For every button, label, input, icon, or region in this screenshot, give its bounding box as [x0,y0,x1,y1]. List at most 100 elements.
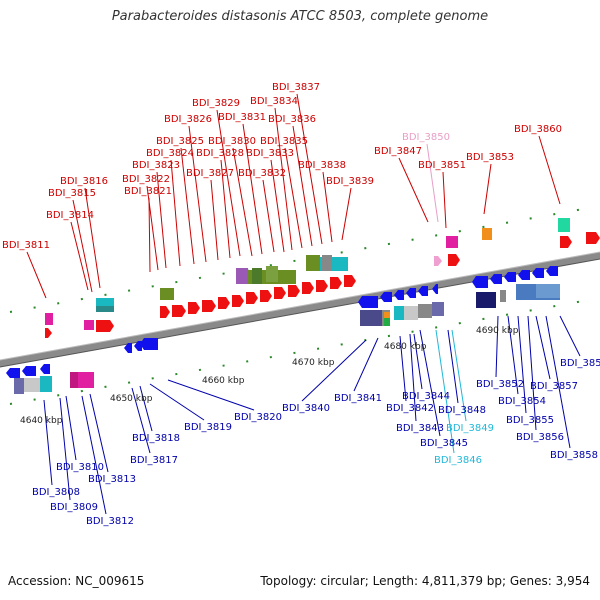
gene-label-bdi_3835[interactable]: BDI_3835 [260,136,308,147]
leader-line [483,163,492,215]
gene-label-bdi_3853[interactable]: BDI_3853 [466,152,514,163]
leader-line [81,395,107,515]
gene-label-bdi_3850[interactable]: BDI_3850 [402,132,450,143]
gene-label-bdi_3811[interactable]: BDI_3811 [2,240,50,251]
forward-gene [172,305,186,317]
feature-box [418,304,432,318]
scale-label: 4650 kbp [110,394,153,404]
gene-label-bdi_3831[interactable]: BDI_3831 [218,112,266,123]
gene-label-bdi_3839[interactable]: BDI_3839 [326,176,374,187]
gene-label-bdi_3826[interactable]: BDI_3826 [164,114,212,125]
gene-label-bdi_3841[interactable]: BDI_3841 [334,393,382,404]
gene-label-bdi_3834[interactable]: BDI_3834 [250,96,298,107]
gene-label-bdi_3827[interactable]: BDI_3827 [186,168,234,179]
reverse-gene [22,366,36,376]
gene-label-bdi_3823[interactable]: BDI_3823 [132,160,180,171]
leader-line [538,135,561,205]
gene-label-bdi_3857[interactable]: BDI_3857 [530,381,578,392]
gene-label-bdi_3838[interactable]: BDI_3838 [298,160,346,171]
accession-text: Accession: NC_009615 [8,574,145,588]
reverse-gene [418,286,428,296]
gene-label-bdi_3836[interactable]: BDI_3836 [268,114,316,125]
leader-line [146,185,159,271]
feature-box [322,255,332,271]
gene-label-bdi_3847[interactable]: BDI_3847 [374,146,422,157]
leader-line [409,333,417,422]
gene-label-bdi_3852[interactable]: BDI_3852 [476,379,524,390]
reverse-gene [124,343,132,353]
forward-gene [232,295,244,307]
gene-label-bdi_3808[interactable]: BDI_3808 [32,487,80,498]
leader-line [495,315,499,378]
gene-label-bdi_3822[interactable]: BDI_3822 [122,174,170,185]
gene-label-bdi_3833[interactable]: BDI_3833 [246,148,294,159]
gene-label-bdi_3844[interactable]: BDI_3844 [402,391,450,402]
leader-line [292,125,313,247]
reverse-gene [358,296,378,308]
gene-label-bdi_3849[interactable]: BDI_3849 [446,423,494,434]
gene-label-bdi_3810[interactable]: BDI_3810 [56,462,104,473]
scale-label: 4660 kbp [202,376,245,386]
gene-label-bdi_3824[interactable]: BDI_3824 [146,148,194,159]
reverse-gene [532,268,544,278]
forward-gene [586,232,600,244]
leader-line [148,197,151,273]
gene-label-bdi_3830[interactable]: BDI_3830 [208,136,256,147]
scale-labels: 4640 kbp 4650 kbp 4660 kbp 4670 kbp 4680 kbp… [20,326,519,426]
forward-gene [288,285,300,297]
gene-label-bdi_3809[interactable]: BDI_3809 [50,502,98,513]
scale-label: 4690 kbp [476,326,519,336]
leader-line [156,171,167,269]
gene-label-bdi_3821[interactable]: BDI_3821 [124,186,172,197]
gene-label-bdi_3828[interactable]: BDI_3828 [196,148,244,159]
feature-box [476,292,496,308]
reverse-gene [6,368,20,378]
forward-gene [246,292,258,304]
feature-box [360,310,382,326]
leader-line [274,107,293,251]
leader-line [167,379,255,411]
gene-label-bdi_3820[interactable]: BDI_3820 [234,412,282,423]
leader-line [545,315,571,449]
gene-label-bdi_3858[interactable]: BDI_3858 [550,450,598,461]
gene-label-bdi_3832[interactable]: BDI_3832 [238,168,286,179]
gene-label-bdi_3837[interactable]: BDI_3837 [272,82,320,93]
gene-label-bdi_3818[interactable]: BDI_3818 [132,433,180,444]
gene-label-bdi_3842[interactable]: BDI_3842 [386,403,434,414]
gene-label-bdi_3815[interactable]: BDI_3815 [48,188,96,199]
gene-label-bdi_3843[interactable]: BDI_3843 [396,423,444,434]
forward-gene [316,280,328,292]
gene-label-bdi_3825[interactable]: BDI_3825 [156,136,204,147]
leader-lines [26,93,581,515]
feature-box [384,312,390,318]
gene-label-bdi_3817[interactable]: BDI_3817 [130,455,178,466]
feature-box [252,268,262,284]
gene-label-bdi_3848[interactable]: BDI_3848 [438,405,486,416]
gene-label-bdi_3846[interactable]: BDI_3846 [434,455,482,466]
scale-label: 4640 kbp [20,416,63,426]
leader-line [84,187,101,289]
reverse-gene [380,292,392,302]
leader-line [59,397,71,501]
gene-label-bdi_3856[interactable]: BDI_3856 [516,432,564,443]
gene-label-bdi_3854[interactable]: BDI_3854 [498,396,546,407]
leader-line [353,337,379,392]
gene-label-bdi_3819[interactable]: BDI_3819 [184,422,232,433]
gene-label-bdi_3812[interactable]: BDI_3812 [86,516,134,527]
leader-line [170,159,181,267]
gene-label-bdi_3845[interactable]: BDI_3845 [420,438,468,449]
gene-label-bdi_3813[interactable]: BDI_3813 [88,474,136,485]
gene-label-bdi_3855[interactable]: BDI_3855 [506,415,554,426]
gene-label-bdi_3851[interactable]: BDI_3851 [418,160,466,171]
gene-label-bdi_3816[interactable]: BDI_3816 [60,176,108,187]
forward-gene [274,287,286,299]
leader-line [341,187,352,241]
gene-label-bdi_3859[interactable]: BDI_3859 [560,358,600,369]
gene-label-bdi_3860[interactable]: BDI_3860 [514,124,562,135]
gene-label-bdi_3829[interactable]: BDI_3829 [192,98,240,109]
gene-label-bdi_3840[interactable]: BDI_3840 [282,403,330,414]
forward-gene [45,328,52,338]
gene-label-bdi_3814[interactable]: BDI_3814 [46,210,94,221]
